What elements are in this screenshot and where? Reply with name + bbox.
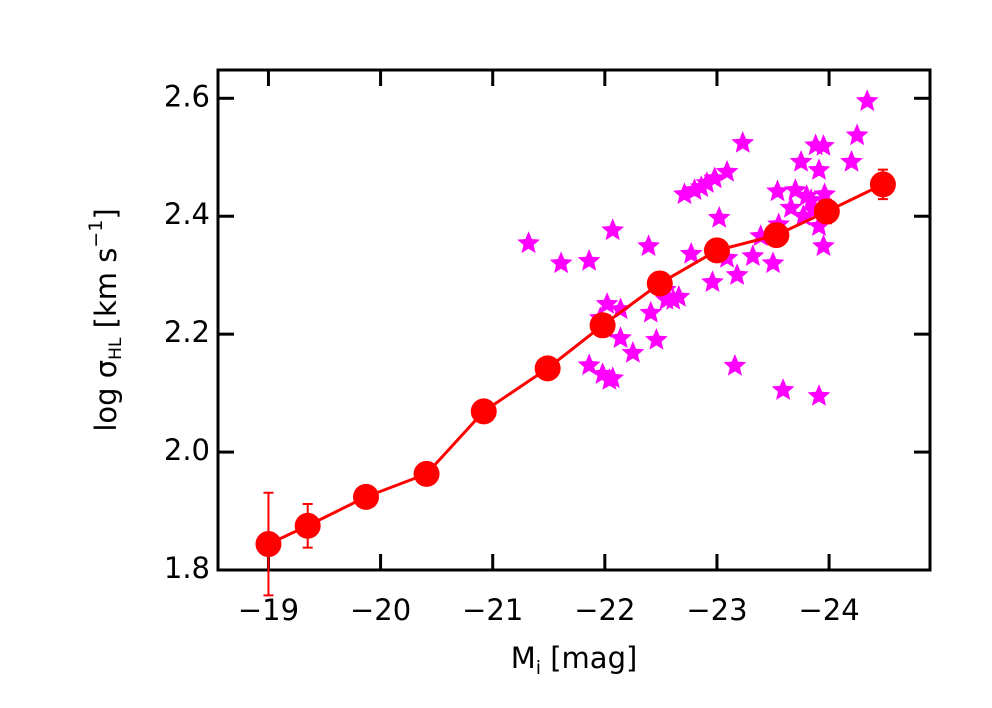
y-axis-label: log σHL [km s−1] [85,208,127,431]
y-label-unit: [km s [89,248,123,338]
star-point [807,384,831,406]
star-point [621,341,645,363]
star-point [577,249,601,271]
star-point [812,234,835,256]
circle-point [534,355,561,382]
x-tick-label: −24 [798,593,859,627]
y-label-sup: −1 [85,220,107,248]
star-point [807,214,831,236]
star-point [577,353,601,376]
circle-point [470,398,497,425]
star-point [609,297,632,320]
star-point [761,251,785,274]
star-point [637,234,660,256]
x-tick-label: −20 [350,593,411,627]
star-point [679,242,703,264]
y-tick-label: 2.0 [164,433,210,467]
circle-point [646,270,673,297]
star-point [807,158,831,180]
star-point [855,89,879,111]
x-label-sub: i [536,657,541,679]
star-point [683,178,706,200]
star-point [673,182,696,205]
x-tick-label: −23 [686,593,747,627]
y-label-close: ] [89,208,123,219]
y-label-sub: HL [106,337,126,360]
star-point [695,171,719,193]
star-point [723,354,747,376]
star-point [601,218,625,241]
circle-point [255,531,282,558]
circle-point [703,237,730,264]
y-tick-label: 2.2 [164,315,210,349]
star-point [703,166,727,189]
star-point [766,179,789,202]
circle-point [763,222,790,249]
y-tick-label: 2.6 [164,79,210,113]
star-point [707,206,731,228]
x-tick-label: −19 [238,593,299,627]
star-point [517,231,540,254]
star-point [845,123,869,146]
x-axis-label: Mi [mag] [511,641,638,679]
circle-point [869,171,896,198]
star-point [731,131,755,153]
y-label-main: log σ [89,360,123,432]
x-label-unit: [mag] [541,641,637,675]
star-point [601,366,625,389]
x-label-main: M [511,641,536,675]
circle-point [294,512,321,539]
star-point [645,328,668,350]
star-point [741,244,765,266]
circle-point [413,460,440,487]
circle-point [813,198,840,225]
star-point [812,134,835,156]
star-point [725,263,749,285]
star-point [771,378,795,400]
circle-point [353,483,380,510]
star-point [549,251,573,274]
star-point [661,288,685,310]
star-point [840,150,863,172]
star-point [609,326,632,348]
circle-point [589,312,616,339]
star-point [789,150,813,172]
y-tick-label: 2.4 [164,197,210,231]
star-point [813,182,836,205]
plot-frame [216,68,932,572]
x-tick-label: −22 [574,593,635,627]
star-point [715,160,739,182]
x-tick-label: −21 [462,593,523,627]
y-tick-label: 1.8 [164,551,210,585]
star-point [639,300,663,323]
star-point [701,270,724,292]
star-point [689,175,713,197]
star-point [667,285,691,307]
